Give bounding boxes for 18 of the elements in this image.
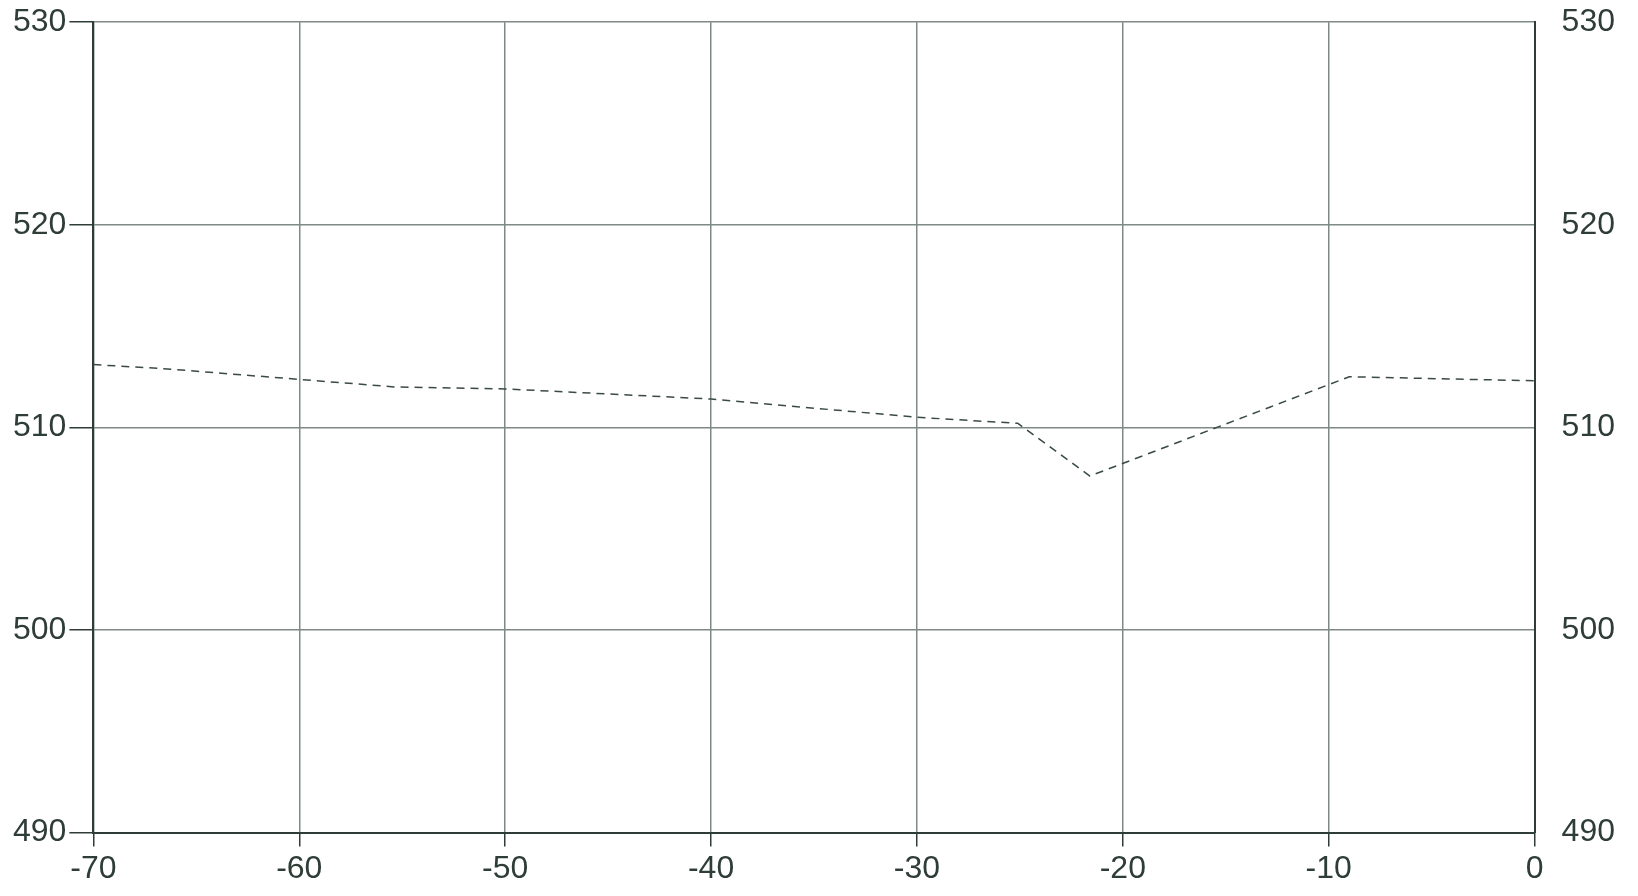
x-tick-label: -30 [893, 848, 941, 885]
y2-tick-label: 500 [1561, 609, 1615, 646]
y2-tick-label: 490 [1561, 812, 1615, 849]
y2-tick-label: 520 [1561, 204, 1615, 241]
y2-tick-label: 530 [1561, 2, 1615, 39]
y-tick-label: 510 [13, 407, 67, 444]
x-tick-label: 0 [1525, 848, 1544, 885]
x-tick-label: -10 [1305, 848, 1352, 885]
x-tick-label: -20 [1099, 848, 1146, 885]
y-tick-label: 520 [13, 204, 67, 241]
y-tick-label: 500 [13, 609, 67, 646]
y-tick-label: 530 [13, 2, 67, 39]
x-tick-label: -50 [482, 848, 529, 885]
y2-tick-label: 510 [1561, 407, 1615, 444]
x-tick-label: -40 [687, 848, 735, 885]
y-tick-label: 490 [13, 812, 67, 849]
x-tick-label: -70 [70, 848, 117, 885]
x-tick-label: -60 [276, 848, 323, 885]
